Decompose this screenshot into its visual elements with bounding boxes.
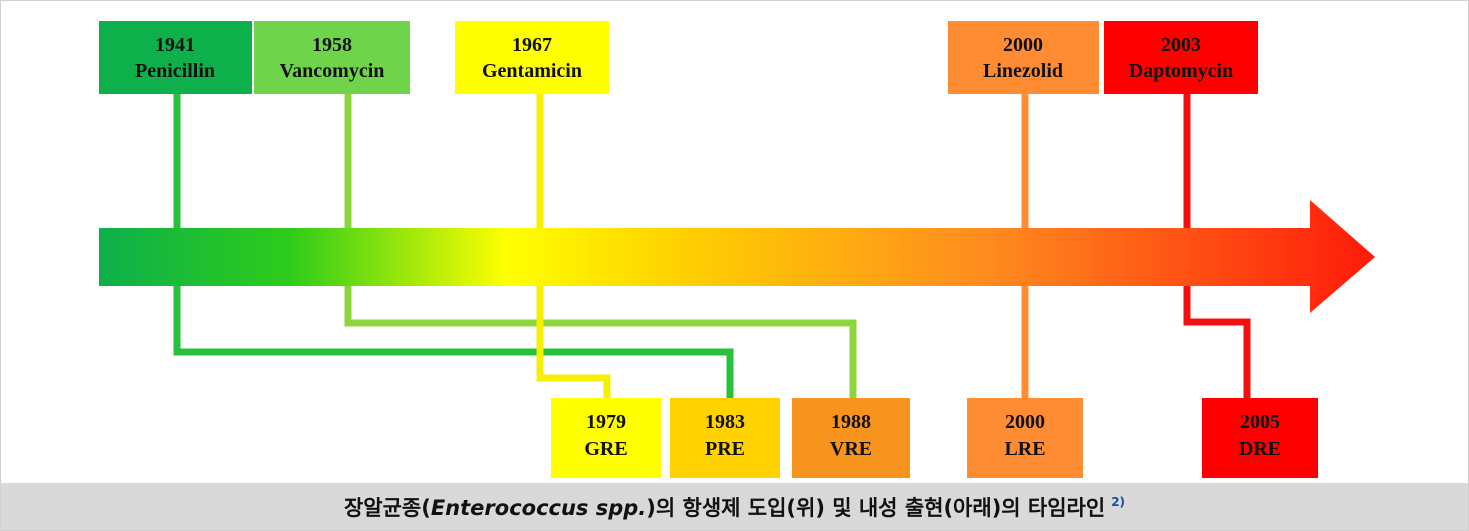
- resistance-name: DRE: [1239, 438, 1281, 460]
- bottom-box: 1988 VRE: [792, 398, 910, 478]
- top-box: 1967 Gentamicin: [455, 21, 609, 94]
- caption-prefix: 장알균종(: [344, 496, 431, 520]
- timeline-arrow: [99, 200, 1375, 313]
- year: 1941: [155, 34, 195, 56]
- drug-name: Linezolid: [983, 60, 1063, 82]
- bottom-box: 1983 PRE: [670, 398, 780, 478]
- top-box: 1941 Penicillin: [99, 21, 252, 94]
- top-box: 2003 Daptomycin: [1104, 21, 1258, 94]
- bottom-box: 2005 DRE: [1202, 398, 1318, 478]
- top-box: 1958 Vancomycin: [254, 21, 410, 94]
- connector: [344, 94, 857, 398]
- drug-name: Vancomycin: [280, 60, 385, 82]
- bottom-box: 2000 LRE: [967, 398, 1083, 478]
- resistance-name: GRE: [584, 438, 627, 460]
- year: 2000: [1005, 411, 1045, 433]
- drug-name: Gentamicin: [482, 60, 582, 82]
- drug-name: Penicillin: [135, 60, 215, 82]
- caption: 장알균종(Enterococcus spp.)의 항생제 도입(위) 및 내성 …: [344, 495, 1125, 520]
- year: 2000: [1003, 34, 1043, 56]
- year: 2005: [1240, 411, 1280, 433]
- caption-ref: 2): [1111, 495, 1125, 509]
- caption-band: [1, 483, 1468, 530]
- resistance-name: LRE: [1004, 438, 1045, 460]
- resistance-name: VRE: [830, 438, 872, 460]
- connector: [1183, 94, 1251, 398]
- year: 1958: [312, 34, 352, 56]
- year: 1988: [831, 411, 871, 433]
- connector: [173, 94, 734, 398]
- top-box: 2000 Linezolid: [948, 21, 1099, 94]
- resistance-name: PRE: [705, 438, 745, 460]
- drug-name: Daptomycin: [1129, 60, 1233, 82]
- caption-italic: Enterococcus spp.: [431, 496, 646, 520]
- caption-suffix: )의 항생제 도입(위) 및 내성 출현(아래)의 타임라인: [646, 496, 1105, 520]
- year: 2003: [1161, 34, 1201, 56]
- year: 1967: [512, 34, 552, 56]
- bottom-box: 1979 GRE: [551, 398, 661, 478]
- year: 1979: [586, 411, 626, 433]
- year: 1983: [705, 411, 745, 433]
